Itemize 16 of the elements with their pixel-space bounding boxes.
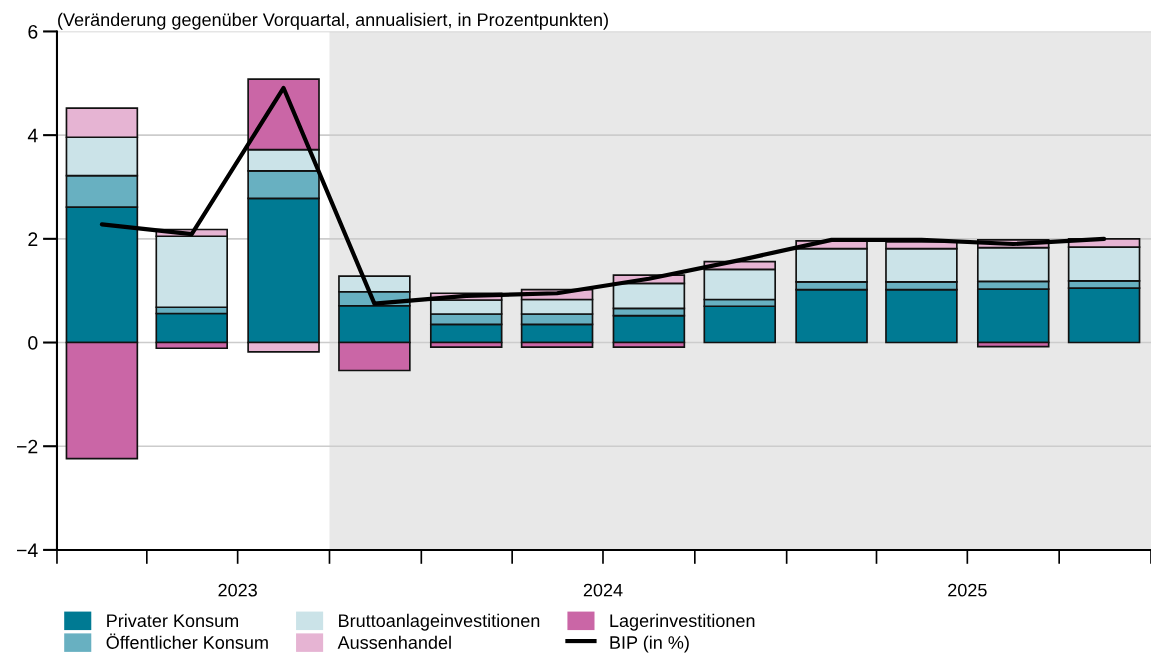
- legend-label: Öffentlicher Konsum: [106, 633, 268, 649]
- legend-label: Privater Konsum: [107, 613, 238, 628]
- y-tick-label: −4: [17, 543, 38, 557]
- y-tick-label: 4: [27, 128, 38, 143]
- x-tick-label: 2024: [583, 583, 623, 597]
- y-tick-label: 2: [28, 232, 38, 246]
- x-tick-label: 2023: [218, 583, 257, 597]
- y-tick-label: −2: [17, 439, 38, 454]
- legend-label: Aussenhandel: [337, 635, 451, 649]
- legend-label: Bruttoanlageinvestitionen: [339, 613, 540, 631]
- y-tick-label: 6: [28, 24, 38, 39]
- legend-label: Lagerinvestitionen: [610, 613, 755, 631]
- x-tick-label: 2025: [948, 583, 987, 597]
- y-tick-label: 0: [28, 336, 38, 350]
- legend-label: BIP (in %): [610, 635, 689, 653]
- chart-title: (Veränderung gegenüber Vorquartal, annualisiert, in Prozentpunkten): [58, 12, 608, 30]
